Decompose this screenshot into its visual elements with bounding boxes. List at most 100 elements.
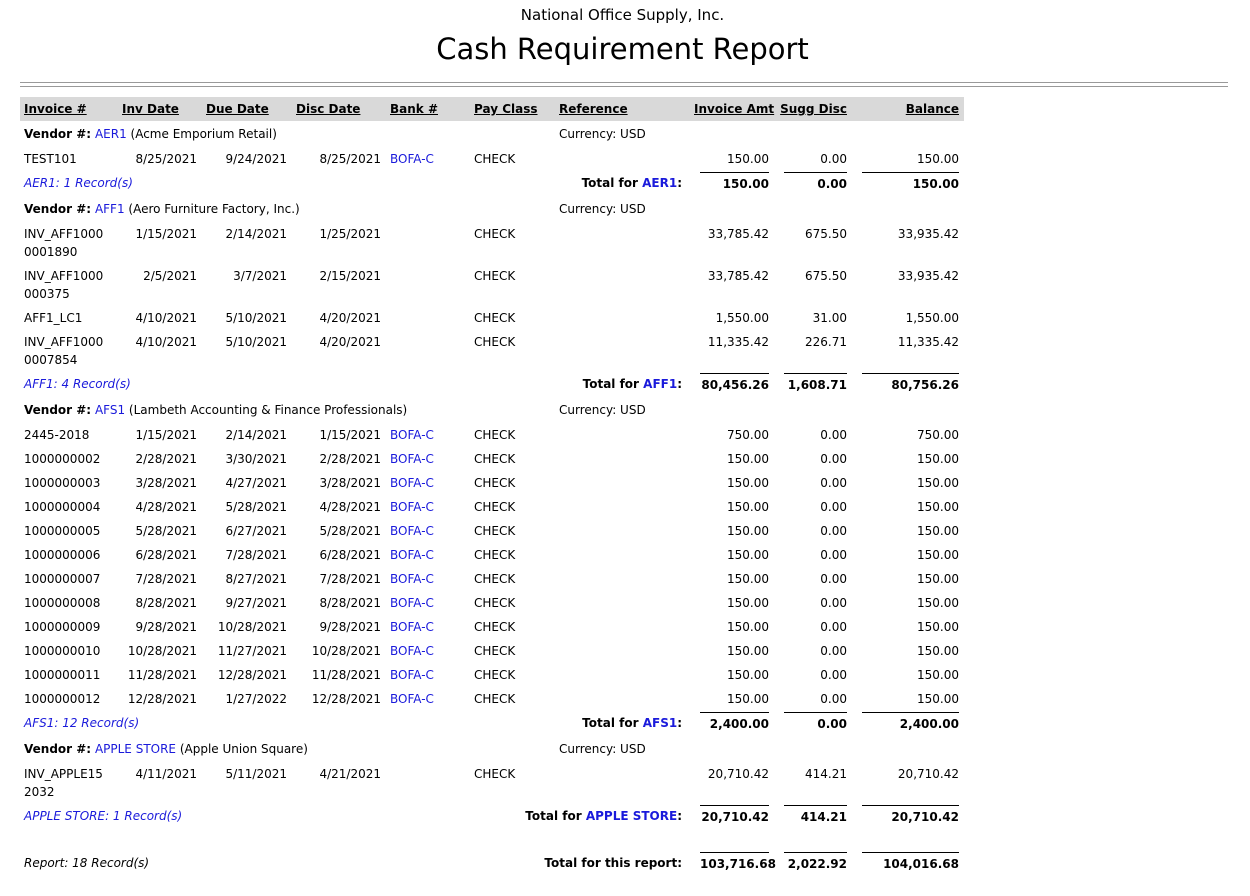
vendor-id[interactable]: AFS1 [94, 403, 126, 417]
due-date: 5/11/2021 [225, 767, 287, 781]
cell: TEST101 [20, 147, 118, 171]
sugg-disc: 0.00 [820, 428, 847, 442]
record-count[interactable]: APPLE STORE: 1 Record(s) [24, 809, 183, 823]
cell: 0.00 [774, 423, 852, 447]
bank[interactable]: BOFA-C [390, 620, 434, 634]
invoice-amt: 20,710.42 [707, 767, 769, 781]
sugg-disc: 0.00 [820, 668, 847, 682]
cell: 675.50 [774, 264, 852, 306]
total-vendor[interactable]: AFS1 [642, 716, 678, 730]
invoice-number: 1000000004 [24, 500, 101, 514]
colon: : [677, 176, 682, 190]
cell: 10/28/2021 [202, 615, 292, 639]
balance: 11,335.42 [897, 335, 959, 349]
total-balance: 150.00 [862, 172, 959, 193]
cell: 5/28/2021 [292, 519, 386, 543]
record-count[interactable]: AFF1: 4 Record(s) [24, 377, 131, 391]
cell: 5/28/2021 [202, 495, 292, 519]
cell: 0.00 [774, 567, 852, 591]
bank[interactable]: BOFA-C [390, 692, 434, 706]
bank[interactable]: BOFA-C [390, 572, 434, 586]
cell: 150.00 [852, 519, 964, 543]
invoice-row: INV_APPLE152032 4/11/2021 5/11/2021 4/21/20… [20, 762, 964, 804]
cell: 0.00 [774, 519, 852, 543]
cell [555, 222, 690, 264]
pay-class: CHECK [474, 152, 516, 166]
pay-class: CHECK [474, 476, 516, 490]
vendor-total-row: AFF1: 4 Record(s) Total for AFF1: 80,456.2… [20, 372, 964, 397]
cell: 8/28/2021 [292, 591, 386, 615]
cell [555, 762, 690, 804]
total-cell: 80,756.26 [852, 372, 964, 397]
pay-class: CHECK [474, 767, 516, 781]
vendor-name: (Apple Union Square) [179, 742, 308, 756]
sugg-disc: 0.00 [820, 476, 847, 490]
bank[interactable]: BOFA-C [390, 644, 434, 658]
cell: CHECK [470, 222, 555, 264]
column-header: Bank # [386, 97, 470, 121]
sugg-disc: 0.00 [820, 572, 847, 586]
cell: 9/24/2021 [202, 147, 292, 171]
bank[interactable]: BOFA-C [390, 596, 434, 610]
vendor-id[interactable]: AER1 [94, 127, 127, 141]
vendor-label: Vendor #: [24, 403, 92, 417]
report-title: Cash Requirement Report [436, 32, 809, 66]
column-header: Balance [852, 97, 964, 121]
sugg-disc: 0.00 [820, 152, 847, 166]
record-count[interactable]: AER1: 1 Record(s) [24, 176, 133, 190]
cell: 150.00 [690, 471, 774, 495]
total-vendor[interactable]: APPLE STORE [585, 809, 678, 823]
cell: 226.71 [774, 330, 852, 372]
cell: INV_APPLE152032 [20, 762, 118, 804]
total-sugg-disc: 0.00 [784, 712, 847, 733]
bank[interactable]: BOFA-C [390, 524, 434, 538]
vendor-name: (Acme Emporium Retail) [130, 127, 277, 141]
cell: 150.00 [690, 615, 774, 639]
invoice-number: INV_AFF10000007854 [24, 335, 104, 367]
invoice-amt: 11,335.42 [707, 335, 769, 349]
total-vendor[interactable]: AER1 [642, 176, 678, 190]
total-vendor[interactable]: AFF1 [643, 377, 678, 391]
vendor-id[interactable]: AFF1 [94, 202, 125, 216]
cell: 20,710.42 [690, 762, 774, 804]
disc-date: 7/28/2021 [319, 572, 381, 586]
due-date: 6/27/2021 [225, 524, 287, 538]
cell: BOFA-C [386, 423, 470, 447]
disc-date: 2/28/2021 [319, 452, 381, 466]
bank[interactable]: BOFA-C [390, 428, 434, 442]
cell: CHECK [470, 471, 555, 495]
cell [555, 543, 690, 567]
cell: 3/30/2021 [202, 447, 292, 471]
disc-date: 8/28/2021 [319, 596, 381, 610]
invoice-number: INV_APPLE152032 [24, 767, 103, 799]
total-for: Total for [581, 176, 638, 190]
inv-date: 1/15/2021 [135, 428, 197, 442]
report-total-row: Report: 18 Record(s) Total for this repor… [20, 851, 964, 876]
inv-date: 1/15/2021 [135, 227, 197, 241]
invoice-number: 1000000005 [24, 524, 101, 538]
disc-date: 11/28/2021 [311, 668, 381, 682]
bank[interactable]: BOFA-C [390, 476, 434, 490]
record-count[interactable]: AFS1: 12 Record(s) [24, 716, 140, 730]
cell: 7/28/2021 [292, 567, 386, 591]
cell: 8/25/2021 [292, 147, 386, 171]
cell: 150.00 [690, 567, 774, 591]
bank[interactable]: BOFA-C [390, 500, 434, 514]
cell: 150.00 [852, 663, 964, 687]
bank[interactable]: BOFA-C [390, 452, 434, 466]
vendor-id[interactable]: APPLE STORE [94, 742, 177, 756]
invoice-number: 2445-2018 [24, 428, 90, 442]
cell: CHECK [470, 639, 555, 663]
invoice-row: TEST101 8/25/2021 9/24/2021 8/25/2021 BOFA-C… [20, 147, 964, 171]
bank[interactable]: BOFA-C [390, 548, 434, 562]
sugg-disc: 226.71 [805, 335, 847, 349]
colon: : [677, 716, 682, 730]
cell: 4/20/2021 [292, 330, 386, 372]
due-date: 5/10/2021 [225, 311, 287, 325]
balance: 33,935.42 [897, 269, 959, 283]
cell: BOFA-C [386, 447, 470, 471]
cell [555, 663, 690, 687]
cell: 150.00 [690, 447, 774, 471]
bank[interactable]: BOFA-C [390, 668, 434, 682]
bank[interactable]: BOFA-C [390, 152, 434, 166]
